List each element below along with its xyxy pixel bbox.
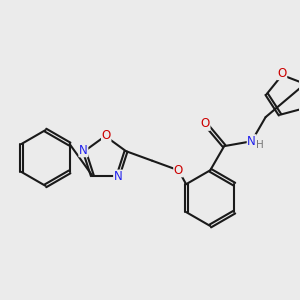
Text: N: N: [247, 135, 256, 148]
Text: O: O: [102, 129, 111, 142]
Text: O: O: [174, 164, 183, 177]
Text: O: O: [278, 67, 287, 80]
Text: N: N: [114, 170, 122, 183]
Text: O: O: [201, 117, 210, 130]
Text: N: N: [79, 144, 88, 157]
Text: H: H: [256, 140, 264, 150]
